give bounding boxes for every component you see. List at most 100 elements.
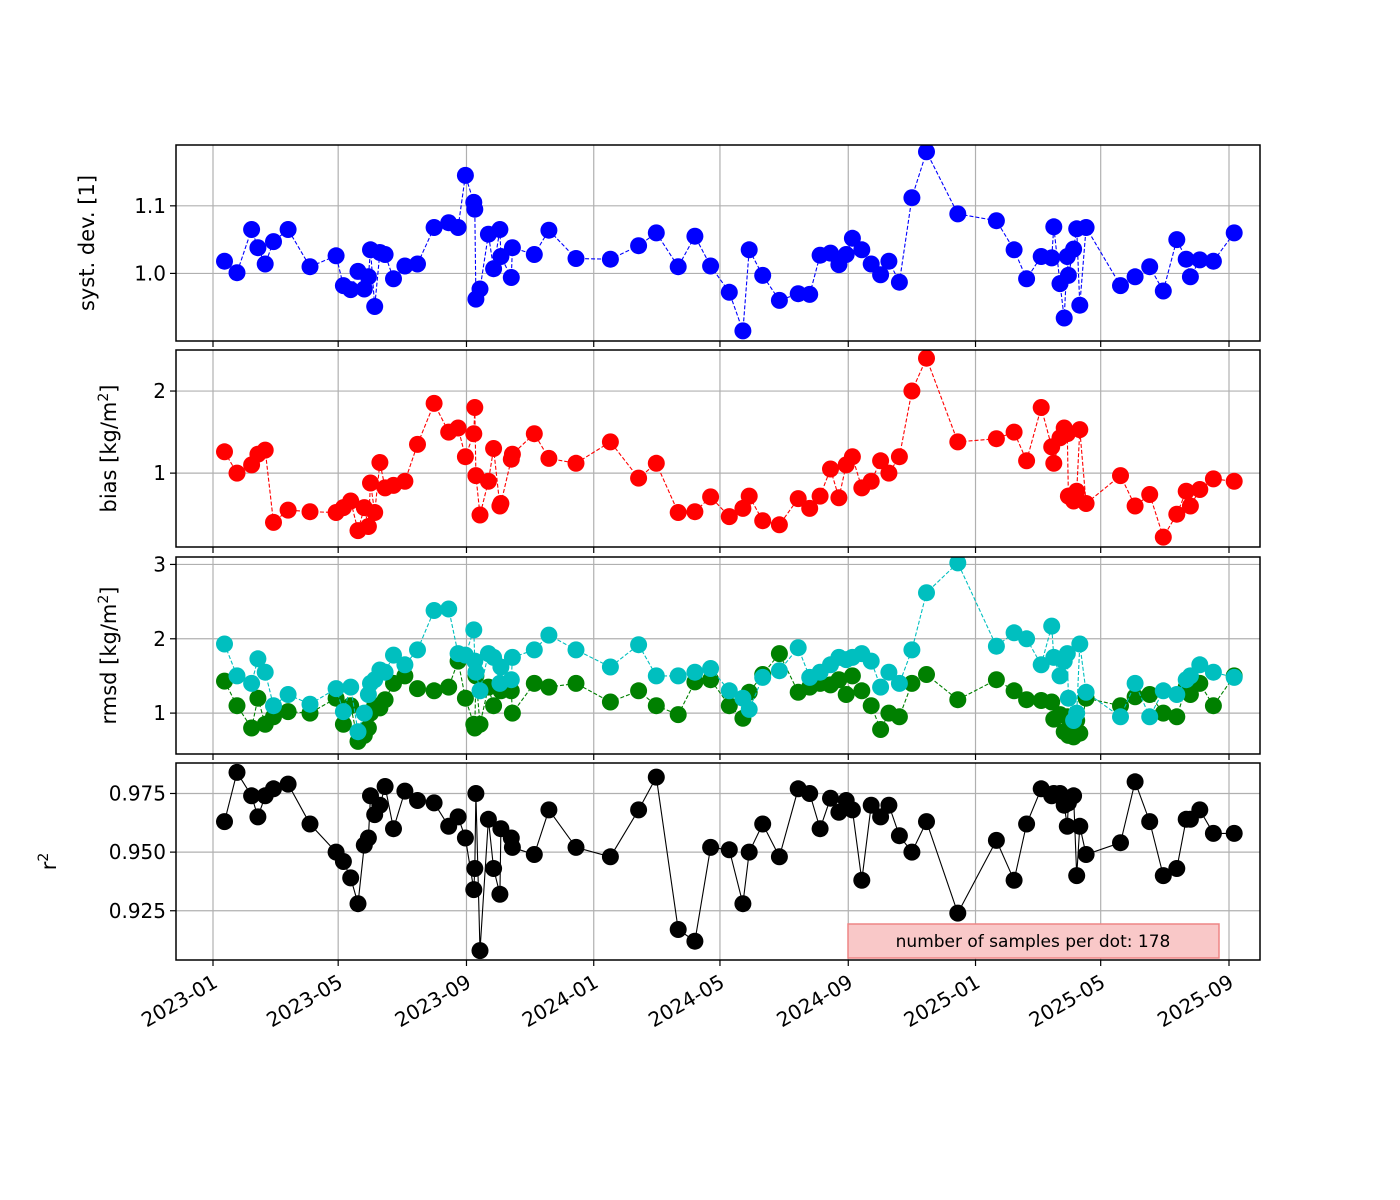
data-point <box>1077 846 1095 863</box>
data-point <box>1018 630 1036 648</box>
data-point <box>1058 817 1076 835</box>
data-point <box>1005 871 1023 889</box>
data-point <box>567 674 585 692</box>
y-tick-label: 1.0 <box>134 261 166 285</box>
data-point <box>1043 249 1061 267</box>
data-point <box>502 671 520 689</box>
data-point <box>949 691 967 709</box>
data-point <box>376 663 394 681</box>
data-point <box>872 678 890 696</box>
data-point <box>1168 860 1186 877</box>
y-tick-label: 2 <box>153 379 166 403</box>
data-point <box>525 674 543 692</box>
data-point <box>492 248 510 265</box>
data-point <box>256 441 274 459</box>
data-point <box>503 648 521 666</box>
data-point <box>1168 231 1186 249</box>
data-point <box>822 460 839 478</box>
data-point <box>265 780 282 798</box>
data-point <box>872 721 890 738</box>
data-point <box>1032 656 1050 674</box>
data-point <box>1077 495 1095 512</box>
data-point <box>1005 682 1023 700</box>
data-point <box>243 221 261 238</box>
data-point <box>987 430 1005 448</box>
data-point <box>903 843 921 861</box>
data-point <box>279 686 297 703</box>
data-point <box>630 636 648 654</box>
data-point <box>702 488 720 506</box>
y-tick-label: 0.950 <box>109 840 166 864</box>
data-point <box>734 322 752 340</box>
data-point <box>862 697 880 715</box>
data-point <box>1077 683 1095 701</box>
data-point <box>1181 667 1199 685</box>
data-point <box>880 663 898 681</box>
annotation-box <box>847 923 1220 959</box>
series-bias-0 <box>216 350 1243 546</box>
data-point <box>1051 667 1069 685</box>
data-point <box>525 425 543 443</box>
data-point <box>376 691 394 709</box>
data-point <box>1141 486 1159 503</box>
panel-bias: 1 2 bias [kg/m2] <box>96 349 1261 553</box>
data-point <box>449 419 467 437</box>
data-point <box>503 704 521 722</box>
data-point <box>503 445 521 463</box>
y-tick-label: 0.925 <box>109 899 166 923</box>
data-point <box>567 250 585 267</box>
y-tick-label: 1 <box>153 701 166 725</box>
data-point <box>1071 296 1089 314</box>
data-point <box>770 848 788 866</box>
data-point <box>456 829 474 847</box>
data-point <box>862 796 880 814</box>
data-point <box>467 785 485 802</box>
data-point <box>686 663 704 681</box>
panel-rmsd: 1 2 3 rmsd [kg/m2] <box>96 552 1261 760</box>
data-point <box>334 703 352 721</box>
data-point <box>789 490 807 508</box>
data-point <box>1126 497 1144 515</box>
data-point <box>216 252 233 270</box>
data-point <box>734 895 752 913</box>
data-point <box>359 518 377 535</box>
data-point <box>702 257 720 275</box>
data-point <box>890 827 908 845</box>
data-point <box>1065 240 1083 258</box>
data-point <box>385 270 402 288</box>
data-point <box>265 233 282 251</box>
data-point <box>1068 867 1086 885</box>
data-point <box>440 600 458 618</box>
data-point <box>371 796 389 814</box>
data-point <box>890 708 908 726</box>
data-point <box>720 697 738 715</box>
data-point <box>1204 663 1222 681</box>
data-point <box>525 246 543 263</box>
data-point <box>1112 467 1129 485</box>
data-point <box>249 650 267 668</box>
data-point <box>491 885 509 903</box>
data-point <box>669 504 687 521</box>
data-point <box>265 697 282 715</box>
data-point <box>301 815 319 833</box>
data-point <box>540 221 558 239</box>
data-point <box>770 662 788 680</box>
data-point <box>265 513 282 531</box>
data-point <box>503 239 521 257</box>
data-point <box>355 704 373 722</box>
series-r2-0 <box>216 763 1243 960</box>
data-point <box>811 820 829 838</box>
data-point <box>465 425 483 443</box>
data-point <box>216 443 233 461</box>
data-point <box>456 166 474 184</box>
y-axis-label: syst. dev. [1] <box>75 175 99 311</box>
data-point <box>1018 452 1036 470</box>
data-point <box>492 495 510 512</box>
data-point <box>1018 815 1036 833</box>
data-point <box>1141 258 1159 276</box>
data-point <box>720 841 738 859</box>
data-point <box>1045 454 1063 472</box>
data-point <box>485 260 503 278</box>
data-point <box>880 796 898 814</box>
data-point <box>822 789 839 807</box>
